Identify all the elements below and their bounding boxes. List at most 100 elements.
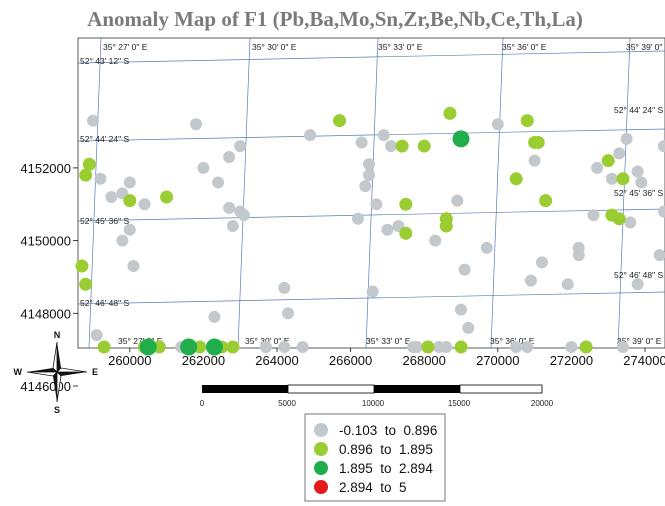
top-longitude-label: 35° 33' 0" E <box>378 42 423 52</box>
point-class1 <box>363 169 375 182</box>
meridian-line <box>490 37 504 349</box>
parallel-line <box>77 291 665 305</box>
point-class1 <box>370 198 383 211</box>
point-class1 <box>616 341 629 353</box>
right-latitude-label: 52° 46' 48" S <box>614 270 663 280</box>
parallel-line <box>77 50 665 64</box>
point-class2 <box>75 259 89 273</box>
point-class2 <box>79 277 93 291</box>
meridian-line <box>617 37 631 349</box>
point-class1 <box>363 158 375 171</box>
point-class2 <box>601 154 615 168</box>
parallel-line <box>77 208 665 222</box>
legend-swatch-class2 <box>314 442 328 456</box>
x-tick-label: 270000 <box>476 353 519 368</box>
point-class2 <box>439 219 453 233</box>
meridian-line <box>237 37 251 349</box>
x-tick-label: 266000 <box>329 353 372 368</box>
point-class3 <box>139 338 157 356</box>
point-class1 <box>190 118 203 131</box>
point-class1 <box>524 274 537 287</box>
bottom-longitude-label: 35° 27' 0" E <box>118 336 163 346</box>
point-class1 <box>385 140 398 153</box>
point-class2 <box>79 168 93 182</box>
point-class1 <box>462 321 475 334</box>
point-class2 <box>421 340 435 354</box>
point-class2 <box>520 114 534 128</box>
top-longitude-label: 35° 36' 0" E <box>502 42 547 52</box>
sample-points <box>75 106 665 356</box>
point-class1 <box>572 241 585 254</box>
compass-e: E <box>92 367 98 377</box>
point-class1 <box>429 234 442 247</box>
point-class2 <box>443 106 457 120</box>
point-class1 <box>631 278 644 291</box>
bottom-longitude-label: 35° 36' 0" E <box>490 336 535 346</box>
scale-bar: 0 5000 10000 15000 20000 <box>200 384 554 408</box>
point-class1 <box>105 190 118 203</box>
point-class1 <box>535 256 548 269</box>
meridian-line <box>365 37 379 349</box>
point-class1 <box>116 234 129 247</box>
point-class1 <box>355 136 368 149</box>
left-latitude-label: 52° 46' 48" S <box>80 298 129 308</box>
point-class1 <box>351 212 364 225</box>
point-class1 <box>521 341 534 353</box>
meridian-line <box>88 37 102 349</box>
scale-label-10000: 10000 <box>362 399 385 408</box>
point-class1 <box>237 209 250 222</box>
point-class1 <box>123 223 136 236</box>
north-arrow: N S E W <box>14 330 99 415</box>
axis-ticks: 4146000 4148000 4150000 4152000 260000 262000… <box>20 161 665 394</box>
x-tick-label: 274000 <box>623 353 665 368</box>
point-class1 <box>223 201 236 214</box>
point-class1 <box>278 281 291 294</box>
compass-s: S <box>54 405 60 415</box>
legend-box <box>304 413 446 502</box>
right-latitude-label: 52° 45' 36" S <box>614 188 663 198</box>
point-class2 <box>82 157 96 171</box>
point-class2 <box>226 340 240 354</box>
x-tick-label: 268000 <box>403 353 446 368</box>
point-class2 <box>616 172 630 186</box>
point-class1 <box>381 223 394 236</box>
point-class2 <box>509 172 523 186</box>
top-longitude-label: 35° 30' 0" E <box>252 42 297 52</box>
scale-label-15000: 15000 <box>448 399 471 408</box>
scale-label-0: 0 <box>200 399 205 408</box>
point-class1 <box>561 278 574 291</box>
x-tick-label: 260000 <box>108 353 151 368</box>
point-class1 <box>624 216 637 229</box>
x-tick-label: 262000 <box>182 353 225 368</box>
point-class1 <box>87 114 99 127</box>
point-class1 <box>613 147 626 160</box>
point-class1 <box>491 118 504 131</box>
point-class1 <box>658 205 665 218</box>
bottom-longitude-label: 35° 30' 0" E <box>245 336 290 346</box>
x-tick-label: 272000 <box>550 353 593 368</box>
point-class1 <box>197 161 210 174</box>
point-class3 <box>180 338 198 356</box>
map-title: Anomaly Map of F1 (Pb,Ba,Mo,Sn,Zr,Be,Nb,… <box>87 7 583 31</box>
point-class2 <box>579 340 593 354</box>
top-longitude-label: 35° 27' 0" E <box>103 42 148 52</box>
point-class1 <box>127 260 140 273</box>
legend-swatch-class4 <box>314 480 328 494</box>
point-class1 <box>591 161 604 174</box>
point-class1 <box>587 209 600 222</box>
bottom-longitude-label: 35° 39' 0" E <box>617 336 662 346</box>
parallel-line <box>77 128 665 142</box>
point-class2 <box>531 135 545 149</box>
point-class1 <box>282 307 295 320</box>
point-class1 <box>296 341 309 353</box>
legend-label-class3: 1.895 to 2.894 <box>339 461 433 476</box>
point-class2 <box>333 114 347 128</box>
legend-swatch-class1 <box>314 423 328 437</box>
point-class1 <box>455 303 467 316</box>
point-class2 <box>97 340 111 354</box>
point-class1 <box>234 140 247 153</box>
point-class1 <box>565 341 578 353</box>
point-class1 <box>278 341 291 353</box>
point-class2 <box>417 139 431 153</box>
point-class2 <box>160 190 174 204</box>
